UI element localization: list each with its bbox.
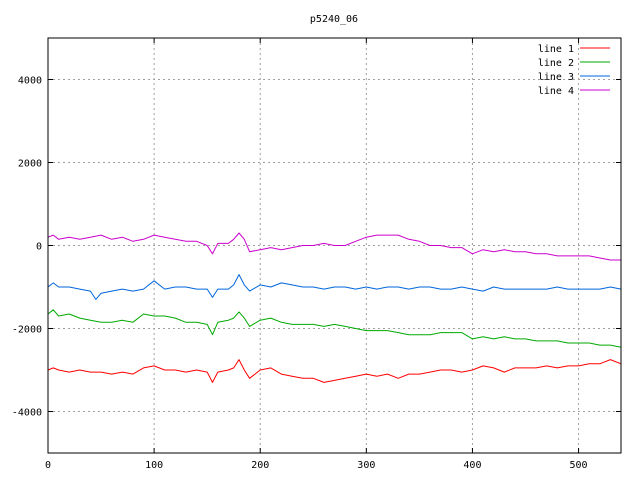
series-lines (47, 232, 622, 383)
legend-label: line 3 (538, 72, 574, 83)
y-tick-label: 4000 (18, 76, 42, 87)
x-tick-label: 100 (145, 460, 163, 471)
series-line-2 (47, 309, 622, 348)
series-line-1 (47, 359, 622, 383)
legend-label: line 1 (538, 44, 574, 55)
grid-lines (48, 38, 621, 453)
chart-title: p5240_06 (310, 14, 358, 25)
axis-ticks: 0 100 200 300 400 500 -4000 -2000 0 2000 4000 (12, 38, 621, 471)
y-tick-label: 0 (36, 242, 42, 253)
x-tick-label: 500 (570, 460, 588, 471)
series-line-4 (47, 232, 621, 261)
y-tick-label: 2000 (18, 159, 42, 170)
plot-frame (47, 37, 622, 454)
x-tick-label: 0 (45, 460, 51, 471)
series-line-3 (47, 274, 622, 300)
x-tick-label: 400 (463, 460, 481, 471)
legend-label: line 4 (538, 86, 574, 97)
legend-label: line 2 (538, 58, 574, 69)
y-tick-label: -4000 (12, 408, 42, 419)
y-tick-label: -2000 (12, 325, 42, 336)
x-tick-label: 200 (251, 460, 269, 471)
legend: line 1 line 2 line 3 line 4 (538, 44, 610, 97)
x-tick-label: 300 (357, 460, 375, 471)
